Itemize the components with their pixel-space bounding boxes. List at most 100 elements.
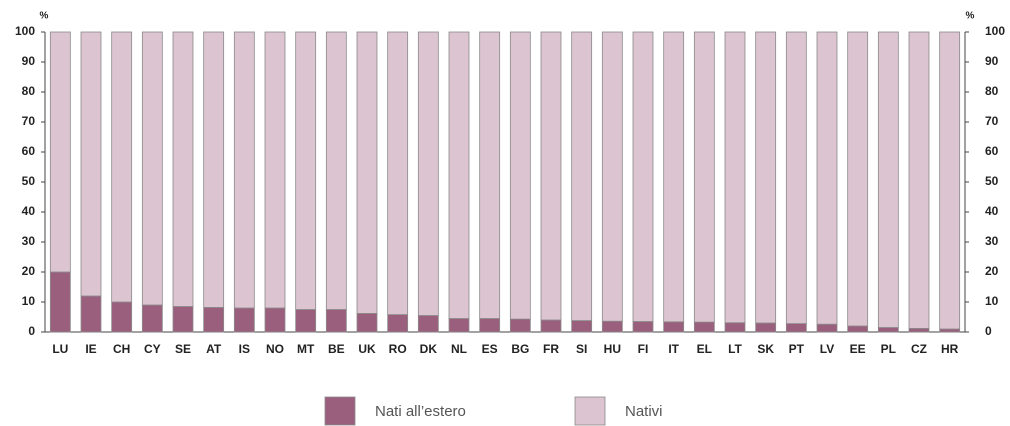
bar-segment xyxy=(693,321,715,333)
y2-tick-label: 90 xyxy=(985,54,999,68)
bar-segment xyxy=(479,31,501,319)
bar-segment xyxy=(571,31,593,322)
y-tick-label: 40 xyxy=(22,204,36,218)
bar-segment xyxy=(632,321,654,333)
y-tick-label: 90 xyxy=(22,54,36,68)
legend-label: Nativi xyxy=(625,403,663,420)
bar-segment xyxy=(847,325,869,333)
x-tick-label: FI xyxy=(638,342,649,356)
bar-segment xyxy=(877,31,899,328)
bar-segment xyxy=(141,304,163,333)
bar-segment xyxy=(387,31,409,316)
x-tick-label: EL xyxy=(697,342,712,356)
bar-segment xyxy=(417,315,439,333)
x-tick-label: BE xyxy=(328,342,345,356)
y2-tick-label: 60 xyxy=(985,144,999,158)
bar-segment xyxy=(816,31,838,325)
x-tick-label: NO xyxy=(266,342,284,356)
bar-segment xyxy=(172,31,194,307)
bar-segment xyxy=(632,31,654,322)
x-tick-label: CY xyxy=(144,342,161,356)
bar-segment xyxy=(325,31,347,310)
x-tick-label: RO xyxy=(389,342,407,356)
x-tick-label: ES xyxy=(482,342,498,356)
bar-segment xyxy=(540,31,562,321)
bar-segment xyxy=(111,301,133,333)
bar-segment xyxy=(509,318,531,333)
legend-swatch xyxy=(574,396,606,426)
x-tick-label: BG xyxy=(511,342,529,356)
bar-segment xyxy=(49,271,71,333)
bar-segment xyxy=(325,309,347,333)
x-tick-label: LV xyxy=(820,342,834,356)
bar-segment xyxy=(264,307,286,333)
bar-segment xyxy=(816,323,838,333)
x-tick-label: FR xyxy=(543,342,559,356)
bar-segment xyxy=(601,320,623,333)
bar-segment xyxy=(785,31,807,325)
legend-swatch xyxy=(324,396,356,426)
x-tick-label: HR xyxy=(941,342,959,356)
bar-segment xyxy=(295,309,317,333)
y-tick-label: 100 xyxy=(15,24,35,38)
bar-segment xyxy=(448,318,470,333)
x-tick-label: IS xyxy=(239,342,250,356)
bar-segment xyxy=(908,327,930,333)
x-tick-label: IT xyxy=(668,342,679,356)
bar-segment xyxy=(356,31,378,314)
bar-segment xyxy=(755,322,777,333)
bar-segment xyxy=(295,31,317,310)
x-tick-label: SK xyxy=(757,342,774,356)
y-tick-label: 0 xyxy=(28,324,35,338)
x-tick-label: IE xyxy=(85,342,96,356)
bar-segment xyxy=(571,320,593,333)
bar-segment xyxy=(663,321,685,333)
bar-segment xyxy=(663,31,685,323)
x-tick-label: UK xyxy=(358,342,376,356)
y-tick-label: 20 xyxy=(22,264,36,278)
bar-segment xyxy=(939,328,961,333)
bar-segment xyxy=(755,31,777,324)
bar-segment xyxy=(387,314,409,333)
x-tick-label: EE xyxy=(850,342,866,356)
bar-segment xyxy=(203,306,225,333)
x-tick-label: LU xyxy=(52,342,68,356)
y-tick-label: 50 xyxy=(22,174,36,188)
bar-segment xyxy=(264,31,286,309)
x-tick-label: CZ xyxy=(911,342,927,356)
x-tick-label: MT xyxy=(297,342,315,356)
bar-segment xyxy=(203,31,225,308)
y-tick-label: 80 xyxy=(22,84,36,98)
y-axis-unit: % xyxy=(40,11,49,22)
x-tick-label: DK xyxy=(420,342,438,356)
bar-segment xyxy=(49,31,71,273)
bar-segment xyxy=(540,319,562,333)
y2-tick-label: 50 xyxy=(985,174,999,188)
bar-segment xyxy=(233,31,255,309)
y-tick-label: 70 xyxy=(22,114,36,128)
y2-axis-unit: % xyxy=(966,11,975,22)
bar-segment xyxy=(111,31,133,303)
bar-segment xyxy=(724,31,746,324)
bar-segment xyxy=(601,31,623,322)
y-tick-label: 30 xyxy=(22,234,36,248)
y2-tick-label: 20 xyxy=(985,264,999,278)
y2-tick-label: 80 xyxy=(985,84,999,98)
bar-segment xyxy=(172,306,194,333)
bar-segment xyxy=(80,295,102,333)
y2-tick-label: 10 xyxy=(985,294,999,308)
x-tick-label: PT xyxy=(789,342,805,356)
bar-segment xyxy=(693,31,715,323)
y2-tick-label: 70 xyxy=(985,114,999,128)
x-tick-label: PL xyxy=(881,342,896,356)
legend-label: Nati all’estero xyxy=(375,403,466,420)
bar-segment xyxy=(785,323,807,333)
bar-segment xyxy=(847,31,869,327)
x-tick-label: NL xyxy=(451,342,467,356)
bar-segment xyxy=(939,31,961,330)
y2-tick-label: 40 xyxy=(985,204,999,218)
bar-segment xyxy=(724,322,746,333)
bar-segment xyxy=(479,318,501,333)
bar-segment xyxy=(80,31,102,297)
